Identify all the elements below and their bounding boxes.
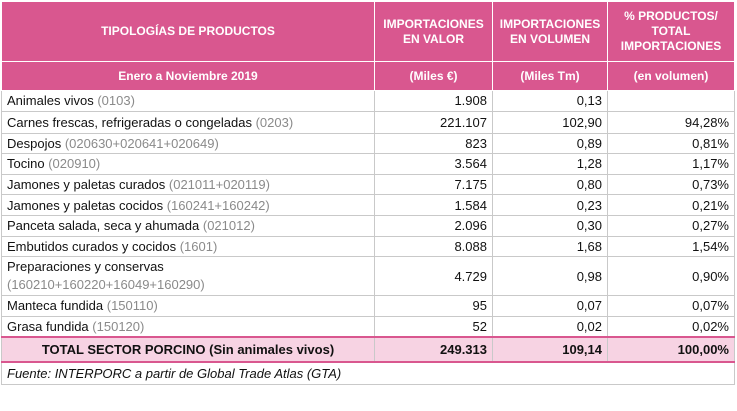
- header-period: Enero a Noviembre 2019: [1, 61, 375, 91]
- imports-table: TIPOLOGÍAS DE PRODUCTOS IMPORTACIONES EN …: [1, 1, 735, 386]
- row-percent: [607, 90, 735, 112]
- total-label: TOTAL SECTOR PORCINO (Sin animales vivos…: [1, 336, 375, 364]
- row-percent: 0,07%: [607, 295, 735, 317]
- row-value: 1.908: [374, 90, 493, 112]
- row-percent: 0,21%: [607, 194, 735, 216]
- header-percent-unit: (en volumen): [607, 61, 735, 91]
- table-row: Jamones y paletas cocidos (160241+160242…: [1, 194, 735, 216]
- table-row: Grasa fundida (150120) 52 0,02 0,02%: [1, 315, 735, 338]
- row-percent: 0,02%: [607, 315, 735, 338]
- header-value-unit: (Miles €): [374, 61, 493, 91]
- row-category: Grasa fundida (150120): [1, 315, 375, 338]
- subheader-row: Enero a Noviembre 2019 (Miles €) (Miles …: [1, 61, 735, 91]
- table-row: Despojos (020630+020641+020649) 823 0,89…: [1, 132, 735, 155]
- row-percent: 0,90%: [607, 256, 735, 297]
- row-category: Preparaciones y conservas (160210+160220+…: [1, 256, 375, 297]
- row-volume: 0,98: [492, 256, 608, 297]
- row-category: Carnes frescas, refrigeradas o congelada…: [1, 110, 375, 134]
- row-category: Manteca fundida (150110): [1, 295, 375, 317]
- source-note: Fuente: INTERPORC a partir de Global Tra…: [1, 361, 735, 386]
- row-value: 2.096: [374, 214, 493, 237]
- table-row: Carnes frescas, refrigeradas o congelada…: [1, 110, 735, 134]
- table-row: Animales vivos (0103) 1.908 0,13: [1, 90, 735, 112]
- row-category: Embutidos curados y cocidos (1601): [1, 235, 375, 258]
- row-percent: 94,28%: [607, 110, 735, 134]
- table-row: Panceta salada, seca y ahumada (021012) …: [1, 214, 735, 237]
- row-category: Panceta salada, seca y ahumada (021012): [1, 214, 375, 237]
- table-row: Embutidos curados y cocidos (1601) 8.088…: [1, 235, 735, 258]
- total-percent: 100,00%: [607, 336, 735, 364]
- header-value: IMPORTACIONES EN VALOR: [374, 1, 493, 62]
- table-row: Preparaciones y conservas (160210+160220+…: [1, 256, 735, 297]
- header-volume-unit: (Miles Tm): [492, 61, 608, 91]
- table-row: Jamones y paletas curados (021011+020119…: [1, 173, 735, 196]
- row-category: Jamones y paletas cocidos (160241+160242…: [1, 194, 375, 216]
- row-value: 221.107: [374, 110, 493, 134]
- row-category: Jamones y paletas curados (021011+020119…: [1, 173, 375, 196]
- row-volume: 1,28: [492, 153, 608, 175]
- row-percent: 0,81%: [607, 132, 735, 155]
- source-row: Fuente: INTERPORC a partir de Global Tra…: [1, 361, 735, 386]
- row-percent: 1,17%: [607, 153, 735, 175]
- total-row: TOTAL SECTOR PORCINO (Sin animales vivos…: [1, 336, 735, 364]
- row-volume: 0,30: [492, 214, 608, 237]
- row-value: 823: [374, 132, 493, 155]
- row-volume: 102,90: [492, 110, 608, 134]
- row-percent: 0,73%: [607, 173, 735, 196]
- row-volume: 0,07: [492, 295, 608, 317]
- table-row: Tocino (020910) 3.564 1,28 1,17%: [1, 153, 735, 175]
- row-value: 4.729: [374, 256, 493, 297]
- row-percent: 0,27%: [607, 214, 735, 237]
- row-volume: 0,23: [492, 194, 608, 216]
- header-percent: % PRODUCTOS/TOTAL IMPORTACIONES: [607, 1, 735, 62]
- table-row: Manteca fundida (150110) 95 0,07 0,07%: [1, 295, 735, 317]
- header-category: TIPOLOGÍAS DE PRODUCTOS: [1, 1, 375, 62]
- row-volume: 1,68: [492, 235, 608, 258]
- row-value: 1.584: [374, 194, 493, 216]
- row-value: 7.175: [374, 173, 493, 196]
- row-volume: 0,80: [492, 173, 608, 196]
- row-volume: 0,13: [492, 90, 608, 112]
- row-value: 52: [374, 315, 493, 338]
- row-value: 8.088: [374, 235, 493, 258]
- row-category: Animales vivos (0103): [1, 90, 375, 112]
- total-volume: 109,14: [492, 336, 608, 364]
- total-value: 249.313: [374, 336, 493, 364]
- row-value: 95: [374, 295, 493, 317]
- row-volume: 0,89: [492, 132, 608, 155]
- row-volume: 0,02: [492, 315, 608, 338]
- row-value: 3.564: [374, 153, 493, 175]
- row-percent: 1,54%: [607, 235, 735, 258]
- header-volume: IMPORTACIONES EN VOLUMEN: [492, 1, 608, 62]
- row-category: Tocino (020910): [1, 153, 375, 175]
- row-category: Despojos (020630+020641+020649): [1, 132, 375, 155]
- header-row: TIPOLOGÍAS DE PRODUCTOS IMPORTACIONES EN …: [1, 1, 735, 62]
